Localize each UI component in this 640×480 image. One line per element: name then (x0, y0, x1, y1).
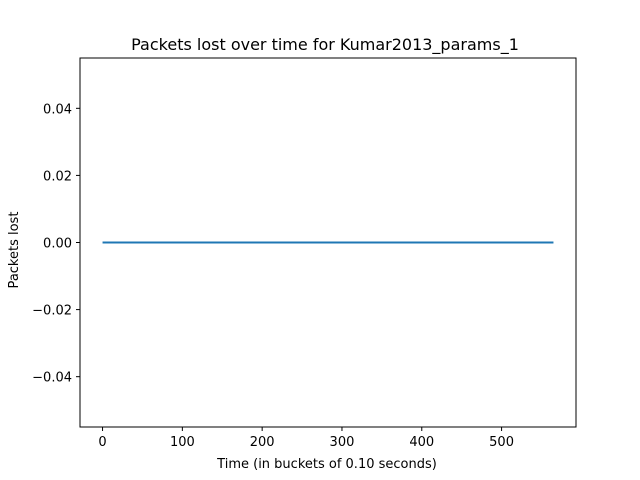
y-tick-label: 0.00 (43, 237, 72, 252)
x-tick-label: 0 (98, 435, 106, 450)
y-tick-label: 0.04 (43, 102, 72, 117)
x-tick-label: 300 (330, 435, 355, 450)
x-tick-label: 400 (409, 435, 434, 450)
y-tick-label: −0.04 (32, 371, 72, 386)
y-tick-label: −0.02 (32, 304, 72, 319)
x-axis: 0 100 200 300 400 500 (98, 427, 514, 450)
x-tick-label: 500 (489, 435, 514, 450)
x-tick-label: 200 (250, 435, 275, 450)
x-tick-label: 100 (170, 435, 195, 450)
y-axis: 0.04 0.02 0.00 −0.02 −0.04 (32, 102, 80, 386)
chart-title: Packets lost over time for Kumar2013_par… (131, 35, 519, 55)
y-axis-label: Packets lost (7, 212, 22, 289)
y-tick-label: 0.02 (43, 169, 72, 184)
x-axis-label: Time (in buckets of 0.10 seconds) (216, 457, 437, 472)
